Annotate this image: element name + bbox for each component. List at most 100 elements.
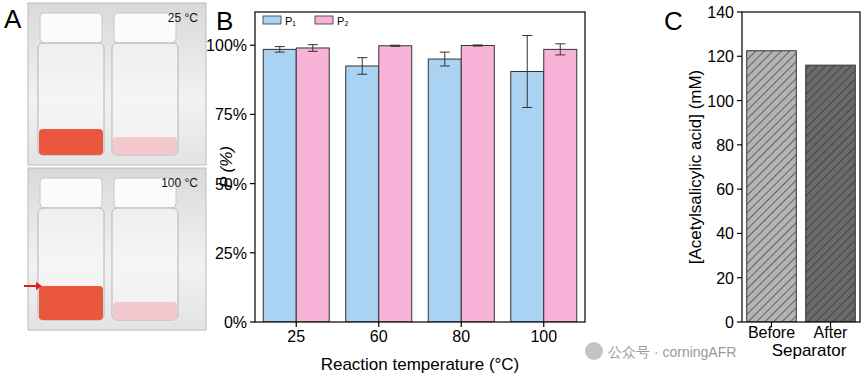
photo: 100 °C <box>24 168 206 330</box>
bar <box>511 72 544 322</box>
y-tick <box>737 233 742 234</box>
photo-caption: 100 °C <box>161 176 198 190</box>
error-cap <box>308 51 318 52</box>
liquid <box>39 129 103 155</box>
vial <box>38 208 104 320</box>
x-axis-label: Separator <box>772 341 847 360</box>
error-bar <box>308 45 318 52</box>
x-tick-label: 100 <box>530 328 557 345</box>
bars <box>747 51 856 322</box>
photo-caption: 25 °C <box>168 11 198 25</box>
y-tick <box>737 11 742 12</box>
bar <box>747 51 797 322</box>
error-cap <box>275 46 285 47</box>
photo-frame <box>28 168 206 330</box>
error-bar <box>473 45 483 46</box>
liquid <box>39 286 103 320</box>
error-line <box>560 44 561 55</box>
y-tick-label: 100 <box>707 93 734 110</box>
y-tick <box>737 321 742 322</box>
error-cap <box>473 44 483 45</box>
y-axis-label: [Acetylsalicylic acid] (mM) <box>686 70 705 265</box>
error-line <box>527 36 528 108</box>
y-tick <box>737 277 742 278</box>
y-tick <box>250 183 255 184</box>
error-cap <box>308 44 318 45</box>
y-tick <box>737 56 742 57</box>
vial-cap <box>114 13 176 43</box>
error-cap <box>357 57 367 58</box>
error-cap <box>440 65 450 66</box>
plot-frame <box>255 12 585 322</box>
bar <box>379 46 412 322</box>
liquid <box>113 137 177 155</box>
error-line <box>444 52 445 66</box>
y-tick-label: 75% <box>215 106 247 123</box>
y-tick <box>737 144 742 145</box>
watermark-icon <box>585 342 603 360</box>
bar <box>263 49 296 322</box>
chart: B0%25%50%75%100%256080100Reaction temper… <box>206 6 585 374</box>
error-cap <box>522 107 532 108</box>
y-tick <box>250 45 255 46</box>
y-tick <box>250 252 255 253</box>
x-tick-label: 60 <box>370 328 388 345</box>
y-tick-label: 140 <box>707 4 734 21</box>
bar <box>806 65 856 322</box>
legend-swatch <box>263 16 281 24</box>
bars <box>263 36 577 322</box>
x-axis-label: Reaction temperature (°C) <box>321 355 520 374</box>
y-tick-label: 20 <box>716 270 734 287</box>
y-tick <box>737 189 742 190</box>
x-tick-label: Before <box>748 324 795 341</box>
y-tick-label: 80 <box>716 137 734 154</box>
error-cap <box>555 43 565 44</box>
bar <box>461 45 494 322</box>
error-cap <box>473 46 483 47</box>
error-bar <box>357 58 367 75</box>
vial <box>112 208 178 320</box>
vial-cap <box>40 13 102 43</box>
panel-label: B <box>216 6 233 36</box>
y-tick-label: 40 <box>716 225 734 242</box>
x-tick <box>461 322 462 327</box>
legend-label: P₁ <box>285 15 296 27</box>
legend-label: P₂ <box>337 15 349 27</box>
y-tick-label: 60 <box>716 181 734 198</box>
bar <box>346 66 379 322</box>
x-tick <box>296 322 297 327</box>
error-line <box>312 45 313 52</box>
x-tick <box>378 322 379 327</box>
arrow <box>24 285 36 287</box>
x-tick <box>543 322 544 327</box>
error-cap <box>390 45 400 46</box>
error-bar <box>522 36 532 108</box>
error-line <box>279 47 280 53</box>
bar <box>296 48 329 322</box>
error-bar <box>555 44 565 55</box>
error-cap <box>390 46 400 47</box>
y-tick-label: 120 <box>707 48 734 65</box>
watermark: 公众号 · corningAFR <box>608 344 736 360</box>
vial-cap <box>40 178 102 208</box>
liquid <box>113 302 177 320</box>
x-tick-label: 25 <box>287 328 305 345</box>
panel-label: A <box>4 4 22 34</box>
vial <box>112 43 178 155</box>
y-tick <box>737 100 742 101</box>
y-tick <box>250 114 255 115</box>
error-cap <box>522 35 532 36</box>
bar <box>428 59 461 322</box>
bar <box>544 49 577 322</box>
error-cap <box>440 52 450 53</box>
error-bar <box>390 45 400 46</box>
y-tick <box>250 321 255 322</box>
arrow-head <box>36 282 42 290</box>
chart: C020406080100120140BeforeAfterSeparator[… <box>664 4 860 360</box>
legend: P₁ P₂ <box>263 15 349 27</box>
error-line <box>362 58 363 75</box>
x-tick-label: After <box>814 324 848 341</box>
y-tick-label: 100% <box>206 37 247 54</box>
photo-frame <box>28 3 206 165</box>
error-bar <box>440 52 450 66</box>
